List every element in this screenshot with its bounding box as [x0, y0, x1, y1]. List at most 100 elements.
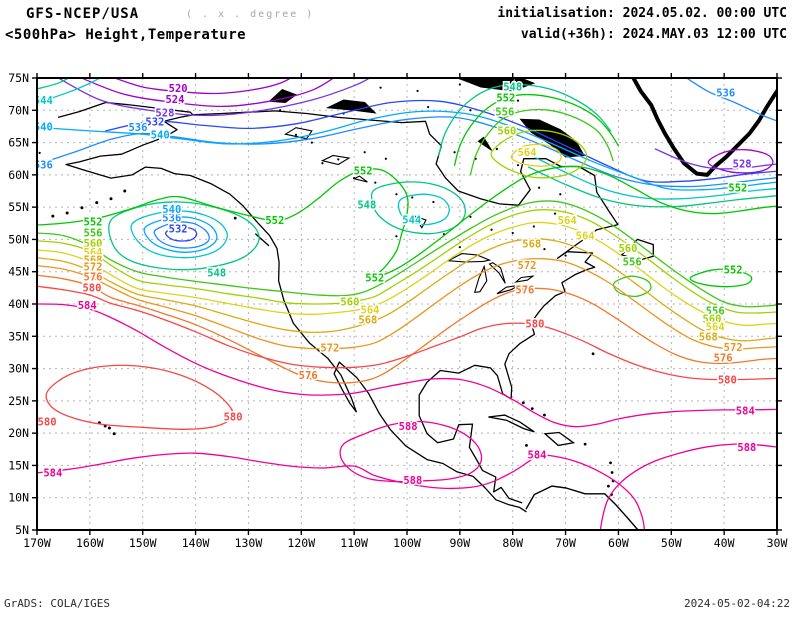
contour-label-572: 572	[518, 260, 537, 272]
valid-time-label: valid(+36h): 2024.MAY.03 12:00 UTC	[520, 27, 787, 42]
contour-label-564: 564	[706, 322, 725, 334]
caribbean-islands-dot	[591, 352, 595, 356]
coastlines	[38, 78, 777, 530]
contour-label-544: 544	[402, 215, 421, 227]
contour-label-584: 584	[528, 450, 547, 462]
inland-lakes-specks-dot	[374, 181, 377, 184]
x-tick-30W: 30W	[767, 536, 788, 550]
x-tick-150W: 150W	[129, 536, 157, 550]
contour-labels: 5205245285285325325365365365365405405405…	[37, 80, 758, 488]
y-axis-labels: 75N 70N 65N 60N 55N 50N 45N 40N 35N 30N 25N 20N 15N 1…	[8, 71, 29, 537]
contour-552	[37, 165, 777, 279]
y-tick-5N: 5N	[15, 523, 29, 537]
contour-580	[45, 364, 234, 430]
inland-lakes-specks-dot	[427, 105, 430, 109]
contour-528	[654, 148, 777, 170]
contour-label-560: 560	[340, 297, 359, 309]
contour-label-564: 564	[576, 231, 595, 243]
contour-588	[339, 420, 483, 483]
contour-label-572: 572	[320, 342, 339, 354]
contour-label-576: 576	[299, 370, 318, 382]
contour-560	[490, 129, 588, 179]
x-tick-90W: 90W	[449, 536, 470, 550]
newfoundland	[620, 238, 654, 261]
caribbean-islands-dot	[530, 407, 534, 411]
inland-lakes-specks-dot	[453, 151, 456, 154]
contour-548	[438, 83, 612, 157]
x-tick-120W: 120W	[287, 536, 315, 550]
inland-lakes-specks-dot	[38, 151, 41, 155]
ellesmere	[456, 78, 536, 92]
contour-544	[397, 193, 451, 226]
contour-label-568: 568	[522, 238, 541, 250]
contour-label-584: 584	[43, 468, 62, 480]
contour-520	[112, 78, 292, 95]
contour-label-576: 576	[714, 353, 733, 365]
contour-label-540: 540	[162, 204, 181, 216]
x-tick-50W: 50W	[661, 536, 682, 550]
contour-label-564: 564	[558, 215, 577, 227]
contour-label-556: 556	[495, 107, 514, 119]
grads-credit: GrADS: COLA/IGES	[4, 597, 110, 610]
cuba	[488, 414, 535, 433]
contour-label-576: 576	[84, 271, 103, 283]
contour-label-552: 552	[84, 216, 103, 228]
contour-label-564: 564	[518, 147, 537, 159]
caribbean-islands-dot	[543, 413, 546, 417]
inland-lakes-specks-dot	[411, 196, 414, 199]
lake-athabasca	[352, 175, 368, 183]
contour-label-560: 560	[703, 313, 722, 325]
grid-lines	[37, 78, 777, 530]
inland-lakes-specks-dot	[564, 254, 567, 257]
southampton	[477, 136, 493, 151]
y-tick-25N: 25N	[8, 394, 29, 408]
contour-label-552: 552	[728, 182, 747, 194]
contour-label-572: 572	[724, 342, 743, 354]
inland-lakes-specks-dot	[432, 200, 435, 204]
inland-lakes-specks-dot	[363, 151, 366, 154]
contour-label-564: 564	[84, 247, 103, 259]
axis-ticks	[32, 73, 782, 535]
x-tick-60W: 60W	[608, 536, 629, 550]
contour-label-556: 556	[623, 257, 642, 269]
caribbean-islands-dot	[525, 444, 528, 447]
x-tick-140W: 140W	[182, 536, 210, 550]
lake-erie	[496, 284, 520, 295]
creation-timestamp: 2024-05-02-04:22	[684, 597, 790, 610]
inland-lakes-specks-dot	[516, 164, 520, 167]
contour-label-560: 560	[618, 243, 637, 255]
contour-lines	[37, 78, 777, 530]
contour-584	[37, 452, 646, 530]
contour-label-580: 580	[38, 417, 57, 429]
contour-524	[79, 78, 335, 108]
inland-lakes-specks-dot	[532, 225, 535, 228]
inland-lakes-specks-dot	[353, 176, 356, 180]
y-tick-35N: 35N	[8, 329, 29, 343]
x-tick-40W: 40W	[714, 536, 735, 550]
contour-548	[108, 201, 260, 271]
x-tick-110W: 110W	[340, 536, 368, 550]
caribbean-islands-dot	[609, 461, 612, 465]
inland-lakes-specks-dot	[379, 86, 382, 89]
aleutian-islands-dot	[123, 189, 127, 193]
inland-lakes-specks-dot	[469, 215, 472, 218]
product-title: <500hPa> Height,Temperature	[5, 27, 247, 43]
contour-label-568: 568	[84, 255, 103, 267]
y-tick-40N: 40N	[8, 297, 29, 311]
caribbean-islands-dot	[606, 484, 610, 488]
y-tick-15N: 15N	[8, 458, 29, 472]
contour-label-568: 568	[358, 315, 377, 327]
contour-528	[57, 78, 372, 117]
contour-label-540: 540	[151, 129, 170, 141]
contour-label-588: 588	[403, 475, 422, 487]
contour-label-560: 560	[84, 238, 103, 250]
inland-lakes-specks-dot	[553, 212, 557, 215]
contour-560	[37, 209, 777, 314]
contour-564	[510, 143, 562, 167]
hawaii-dot	[107, 426, 111, 430]
contour-552	[453, 93, 620, 166]
aleutian-islands-dot	[51, 214, 55, 218]
inland-lakes-specks-dot	[543, 248, 546, 251]
lake-ontario	[514, 275, 535, 283]
contour-label-584: 584	[736, 406, 755, 418]
